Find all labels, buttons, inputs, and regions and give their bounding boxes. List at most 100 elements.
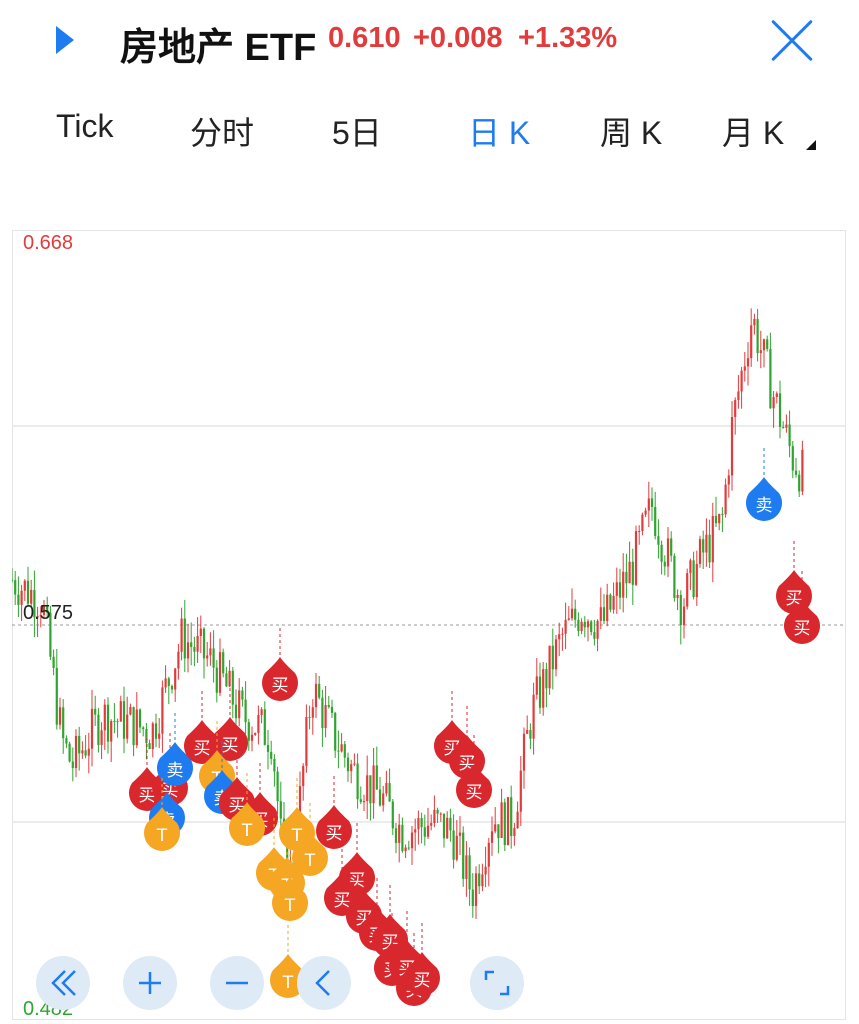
play-icon[interactable] (56, 26, 74, 54)
candle-body (746, 358, 750, 367)
tab-intraday[interactable]: 分时 (190, 115, 255, 151)
candle-body (791, 446, 794, 471)
candle-body (158, 733, 161, 739)
candle-body (506, 797, 510, 846)
candle-body (273, 758, 276, 772)
candle-body (798, 474, 801, 492)
candle-body (676, 594, 679, 598)
t-marker-pin (292, 832, 328, 876)
buy-marker-label: 买 (414, 971, 431, 991)
candle-body (362, 801, 366, 803)
candle-body (52, 656, 55, 669)
candle-body (631, 561, 634, 585)
candle-body (359, 799, 362, 803)
candle-body (311, 707, 314, 718)
candle-body (110, 721, 113, 742)
candle-body (730, 417, 734, 476)
plus-icon (139, 972, 161, 994)
candle-body (234, 704, 238, 719)
zoom-in-button[interactable] (123, 956, 177, 1010)
candle-body (55, 668, 58, 725)
candle-body (772, 397, 775, 409)
buy-marker-label: 买 (794, 619, 811, 639)
candle-body (343, 744, 346, 758)
candle-body (196, 636, 199, 652)
candle-body (478, 873, 481, 887)
buy-marker-label: 买 (786, 589, 803, 609)
candle-body (481, 874, 484, 887)
close-icon[interactable] (770, 18, 814, 62)
candle-body (462, 832, 465, 879)
candle-body (122, 701, 126, 739)
candle-body (471, 889, 474, 907)
candle-body (695, 563, 698, 598)
tab-monthly-k[interactable]: 月 K (722, 115, 785, 151)
candle-body (407, 847, 410, 849)
candle-body (535, 676, 538, 695)
sell-marker-label: 卖 (167, 761, 184, 781)
candle-body (247, 722, 250, 741)
candle-body (142, 727, 145, 730)
candle-body (151, 723, 154, 750)
candle-body (551, 645, 554, 670)
candle-body (46, 605, 49, 613)
candle-body (30, 589, 33, 604)
candle-body (394, 828, 398, 843)
candle-body (532, 694, 535, 739)
candle-body (138, 709, 142, 728)
tab-daily-k[interactable]: 日 K (468, 115, 531, 151)
candle-body (270, 751, 273, 759)
candle-body (628, 561, 631, 584)
candle-body (302, 765, 305, 787)
t-marker-label: T (304, 851, 316, 871)
candle-body (564, 619, 567, 634)
candle-body (766, 339, 769, 350)
candle-body (513, 828, 516, 837)
candle-body (116, 721, 119, 723)
period-tabs: Tick 分时 5日 日 K 周 K 月 K (0, 108, 859, 158)
tab-tick[interactable]: Tick (56, 108, 114, 144)
candle-body (654, 506, 657, 537)
candle-body (177, 651, 180, 669)
candle-body (503, 802, 506, 846)
candle-body (510, 797, 513, 837)
candle-body (692, 560, 695, 598)
candle-body (657, 536, 660, 545)
candle-body (375, 765, 378, 790)
candle-body (71, 761, 74, 769)
buy-marker-pin (456, 764, 492, 808)
t-marker-label: T (291, 826, 303, 846)
candle-body (260, 709, 263, 715)
buy-marker-pin (784, 600, 820, 644)
candlestick-chart[interactable]: 买买卖卖T买买T卖买买TTTTTT买买买买买买买买买买买买买买卖买买T (12, 230, 846, 1020)
candle-body (724, 484, 727, 515)
y-mid-label: 0.575 (23, 602, 74, 624)
candle-body (318, 683, 321, 698)
more-periods-caret-icon[interactable] (806, 140, 816, 150)
candle-body (170, 685, 174, 690)
candle-body (455, 835, 458, 860)
candle-body (753, 318, 756, 326)
candle-body (190, 642, 193, 647)
candle-body (641, 514, 644, 531)
fullscreen-button[interactable] (470, 956, 524, 1010)
scroll-left-fast-button[interactable] (36, 956, 90, 1010)
candle-body (113, 721, 116, 723)
zoom-out-button[interactable] (210, 956, 264, 1010)
scroll-left-button[interactable] (297, 956, 351, 1010)
candle-body (449, 817, 452, 831)
candle-body (756, 318, 759, 354)
candle-body (186, 642, 190, 659)
candle-body (81, 750, 84, 754)
t-marker-label: T (282, 973, 294, 993)
candle-body (529, 729, 532, 739)
candle-body (167, 678, 170, 686)
tab-5day[interactable]: 5日 (332, 115, 382, 151)
candle-body (775, 393, 778, 398)
candle-body (202, 628, 206, 659)
tab-weekly-k[interactable]: 周 K (600, 115, 663, 151)
candle-body (279, 801, 282, 819)
candle-body (215, 667, 218, 693)
candle-body (778, 393, 782, 428)
candle-body (305, 717, 308, 766)
